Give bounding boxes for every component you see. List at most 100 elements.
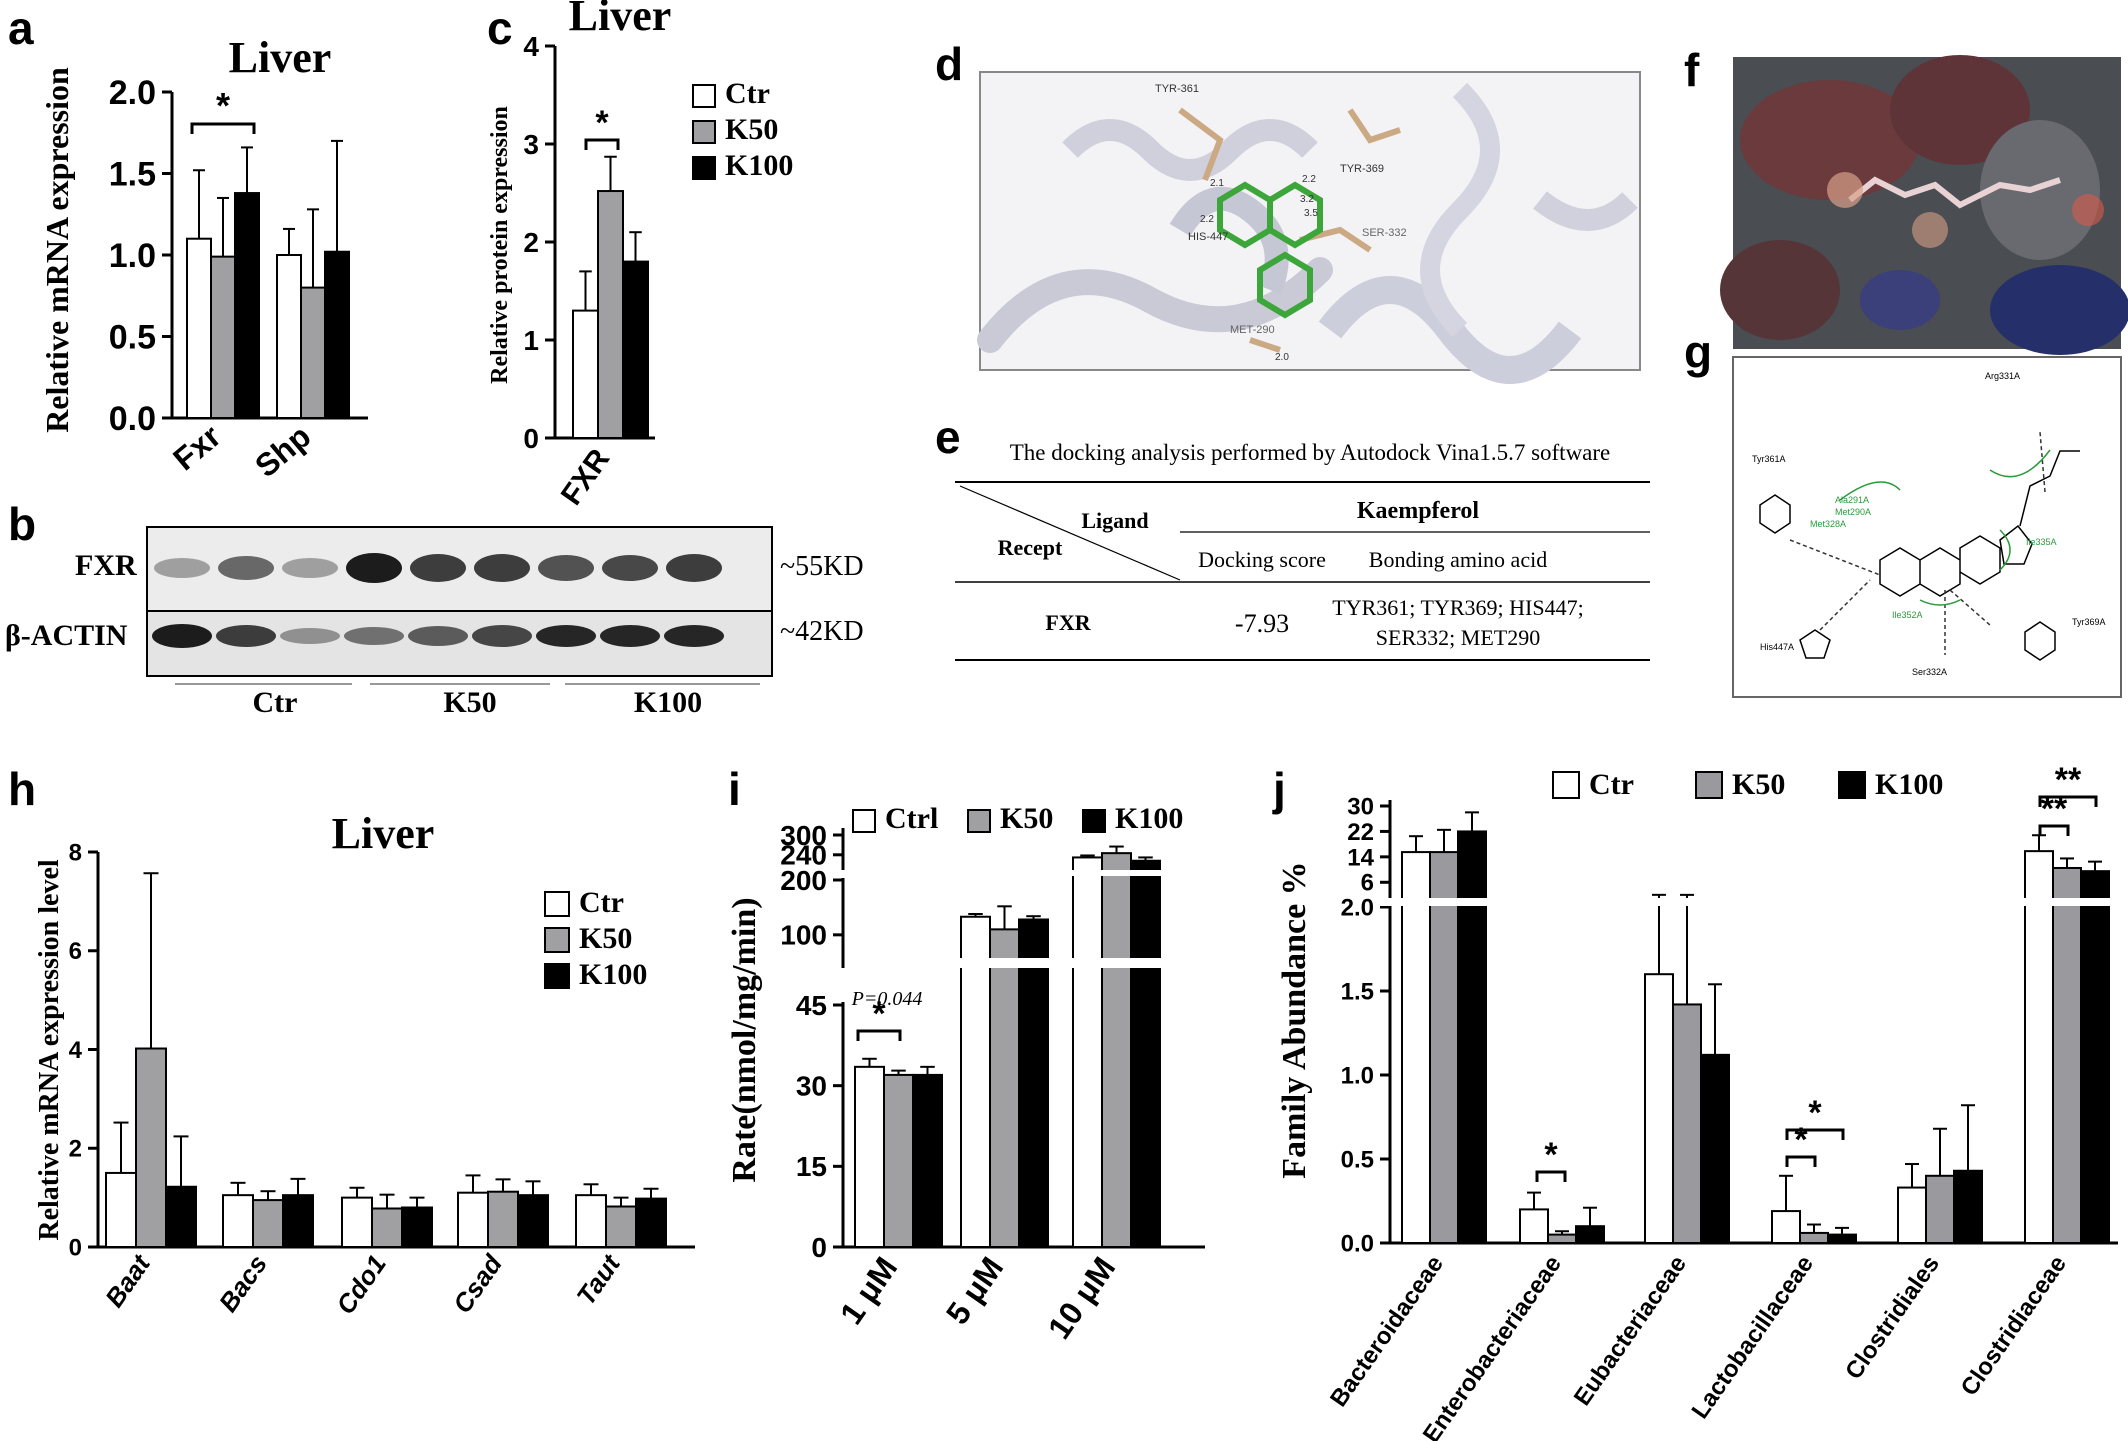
table-row-fxr: FXR — [1045, 610, 1091, 635]
bar — [622, 260, 649, 439]
x-tick-label: 5 μM — [939, 1250, 1010, 1330]
bar — [605, 1205, 637, 1248]
docking-structure-render: TYR-361 TYR-369 HIS-447 SER-332 MET-290 … — [977, 71, 1641, 384]
x-tick-label: Cdo1 — [330, 1249, 392, 1319]
bar — [1799, 1231, 1829, 1245]
blot-band-fxr — [666, 554, 722, 582]
docking-table: The docking analysis performed by Autodo… — [955, 440, 1650, 661]
y-tick-label: 0 — [811, 1232, 827, 1263]
panel-label-j: j — [1272, 763, 1286, 815]
residue-label: HIS-447 — [1188, 231, 1228, 243]
western-blot: FXR β-ACTIN ~55KD ~42KD Ctr K50 K100 — [5, 526, 864, 719]
bar — [1457, 830, 1487, 1245]
significance-marker: * — [872, 995, 886, 1033]
table-residues-2: SER332; MET290 — [1376, 625, 1540, 650]
y-tick-label: 0 — [523, 423, 539, 454]
significance-bracket — [190, 122, 256, 134]
y-tick-label: 1.5 — [109, 155, 156, 193]
bar — [597, 190, 624, 439]
y-tick-label: 1.0 — [1341, 1062, 1374, 1089]
x-tick-label: Fxr — [166, 418, 227, 478]
significance-marker: * — [1808, 1094, 1822, 1132]
x-tick-label: Csad — [447, 1248, 509, 1318]
blot-bands — [152, 553, 724, 648]
legend-label: K100 — [1875, 768, 1943, 801]
residue-label: Ser332A — [1912, 667, 1947, 677]
y-tick-label: 0.0 — [1341, 1230, 1374, 1257]
y-axis-label: Family Abundance % — [1276, 861, 1313, 1178]
bar — [575, 1194, 607, 1248]
panel-label-i: i — [728, 763, 741, 815]
blot-band-actin — [536, 625, 596, 647]
bar — [1519, 1208, 1549, 1245]
bar — [234, 192, 260, 419]
bar — [165, 1185, 197, 1248]
panel-label-b: b — [8, 498, 36, 550]
axis-break — [830, 870, 856, 878]
y-axis-label: Relative protein expression — [487, 106, 513, 384]
legend-label: K100 — [725, 149, 793, 182]
distance-label: 3.5 — [1304, 208, 1318, 219]
bar — [989, 928, 1020, 1249]
bar — [1130, 859, 1161, 1248]
table-col-residues: Bonding amino acid — [1369, 547, 1547, 572]
y-tick-label: 8 — [69, 839, 82, 866]
residue-label: Ile352A — [1892, 610, 1923, 620]
blot-group-k50: K50 — [443, 686, 496, 719]
bar — [401, 1206, 433, 1248]
y-tick-label: 0 — [69, 1234, 82, 1261]
panel-label-e: e — [935, 411, 961, 463]
legend-label: K100 — [579, 958, 647, 991]
bar — [1925, 1174, 1955, 1245]
y-tick-label: 2 — [69, 1136, 82, 1163]
bar — [282, 1194, 314, 1248]
panel-label-a: a — [8, 2, 34, 54]
blot-band-actin — [472, 625, 532, 647]
legend-swatch — [1552, 771, 1580, 799]
axis-break-band — [1378, 898, 2118, 906]
y-tick-label: 0.0 — [109, 400, 156, 438]
blot-band-fxr — [282, 558, 338, 578]
table-receptor-header: Recept — [998, 535, 1063, 560]
bar — [1547, 1233, 1577, 1244]
legend-label: Ctr — [1589, 768, 1634, 801]
bar — [883, 1073, 914, 1249]
blot-band-fxr — [410, 554, 466, 582]
y-tick-label: 14 — [1347, 844, 1374, 871]
x-tick-label: Clostridiaceae — [1956, 1251, 2072, 1401]
significance-marker: ** — [2055, 761, 2082, 799]
blot-band-actin — [216, 625, 276, 647]
panel-label-g: g — [1684, 326, 1712, 378]
significance-bracket — [1535, 1170, 1567, 1182]
bar — [960, 915, 991, 1248]
x-tick-label: Shp — [248, 418, 317, 484]
table-residues-1: TYR361; TYR369; HIS447; — [1332, 595, 1583, 620]
legend-swatch — [852, 809, 876, 833]
bar — [1429, 851, 1459, 1244]
blot-band-actin — [600, 625, 660, 647]
blot-band-fxr — [474, 554, 530, 582]
bar — [2080, 870, 2110, 1244]
bar — [341, 1196, 373, 1248]
bar — [371, 1207, 403, 1249]
y-tick-label: 15 — [796, 1151, 827, 1182]
x-tick-label: Taut — [570, 1248, 626, 1310]
panel-label-d: d — [935, 38, 963, 90]
y-tick-label: 1.5 — [1341, 978, 1374, 1005]
bar — [1672, 1003, 1702, 1244]
x-tick-label: Enterobacteriaceae — [1418, 1251, 1567, 1441]
legend-label: K50 — [725, 113, 778, 146]
blot-band-fxr — [218, 556, 274, 580]
blot-band-actin — [664, 625, 724, 647]
distance-label: 2.2 — [1200, 214, 1214, 225]
residue-label: Arg331A — [1985, 371, 2020, 381]
bar — [300, 286, 326, 419]
legend-label: K50 — [1000, 802, 1053, 835]
chart-title: Liver — [569, 0, 672, 40]
bar — [1575, 1225, 1605, 1244]
bar — [912, 1073, 943, 1249]
blot-band-fxr — [538, 555, 594, 581]
residue-label: TYR-361 — [1155, 83, 1199, 95]
significance-bracket — [1785, 1128, 1845, 1140]
